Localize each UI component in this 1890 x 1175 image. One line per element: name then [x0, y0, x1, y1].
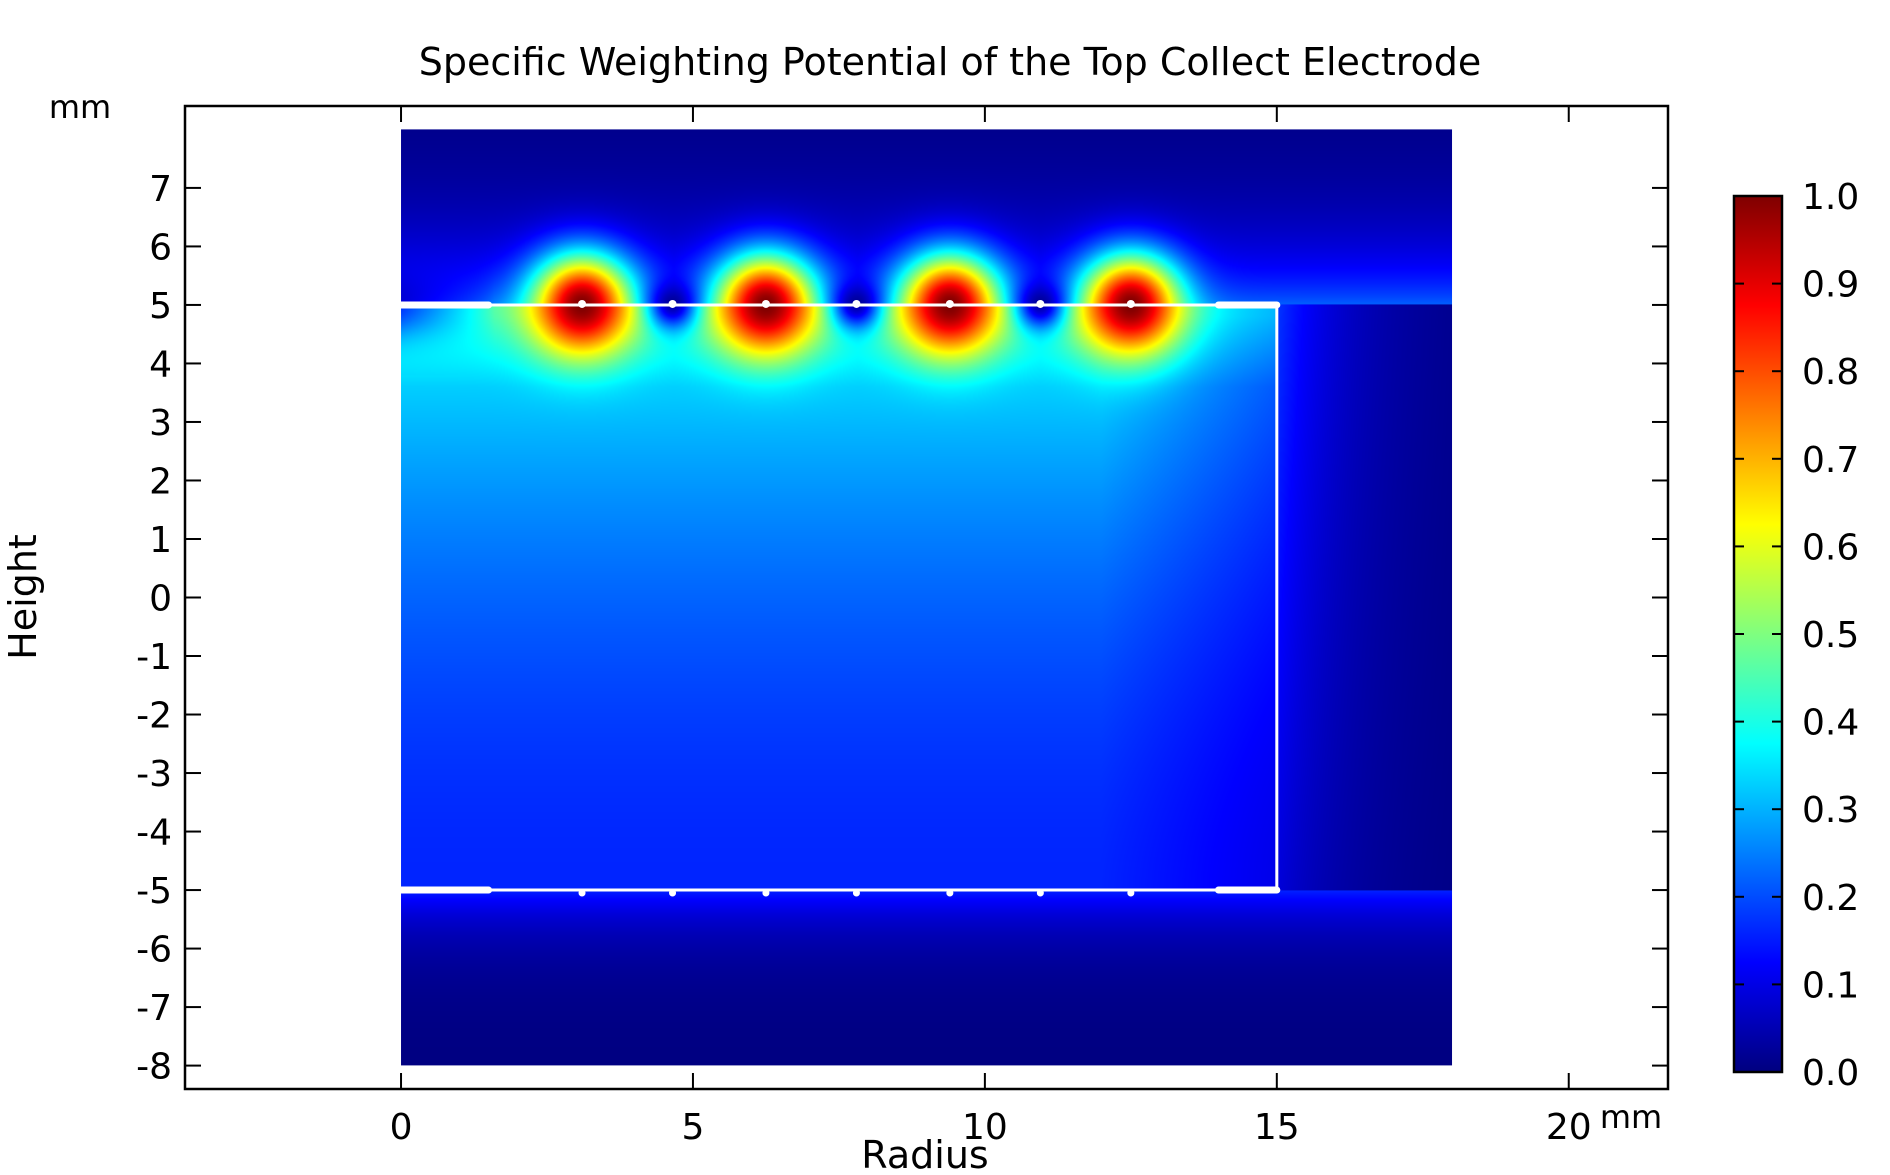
top-electrode-0: [578, 299, 587, 308]
x-axis-unit: mm: [1600, 1098, 1662, 1136]
bottom-electrode-2: [762, 889, 770, 897]
bottom-electrode-1: [669, 889, 677, 897]
x-tick-label-0: 0: [390, 1107, 413, 1148]
y-tick-label--5: -5: [136, 871, 172, 912]
bottom-electrode-3: [852, 889, 860, 897]
colorbar-tick-label-5: 0.5: [1802, 615, 1859, 656]
bottom-electrode-0: [578, 889, 586, 897]
bottom-electrode-6: [1127, 889, 1135, 897]
top-electrode-4: [668, 299, 677, 308]
x-tick-label-15: 15: [1254, 1107, 1300, 1148]
colorbar-layer: 1.0 0.9 0.8 0.7 0.6 0.5 0.4 0.3 0.2 0.1 0.0: [1732, 177, 1859, 1094]
x-tick-label-10: 10: [962, 1107, 1008, 1148]
y-tick-label-6: 6: [149, 227, 172, 268]
top-electrode-1: [761, 299, 770, 308]
y-tick-label-2: 2: [149, 461, 172, 502]
detector-outline-layer: [397, 299, 1281, 897]
y-tick-label-1: 1: [149, 520, 172, 561]
top-electrode-6: [1036, 299, 1045, 308]
heatmap-layer: [401, 129, 1453, 1066]
bottom-electrode-4: [946, 889, 954, 897]
colorbar-tick-label-7: 0.3: [1802, 790, 1859, 831]
y-axis-label: Height: [1, 534, 45, 660]
y-tick-label-3: 3: [149, 403, 172, 444]
colorbar-tick-label-1: 0.9: [1802, 265, 1859, 306]
top-electrode-3: [1126, 299, 1135, 308]
chart-title: Specific Weighting Potential of the Top …: [419, 40, 1482, 84]
y-tick-label--4: -4: [136, 813, 172, 854]
colorbar-tick-label-3: 0.7: [1802, 440, 1859, 481]
colorbar-tick-label-8: 0.2: [1802, 878, 1859, 919]
colorbar-tick-label-0: 1.0: [1802, 177, 1859, 218]
x-tick-label-5: 5: [682, 1107, 705, 1148]
y-tick-label-0: 0: [149, 579, 172, 620]
colorbar-tick-label-9: 0.1: [1802, 965, 1859, 1006]
heatmap-image: [401, 129, 1453, 1066]
y-axis-unit: mm: [49, 88, 111, 126]
top-electrode-2: [945, 299, 954, 308]
x-axis-label: Radius: [861, 1133, 988, 1170]
y-tick-label-5: 5: [149, 286, 172, 327]
bottom-electrode-5: [1036, 889, 1044, 897]
top-electrode-5: [852, 299, 861, 308]
colorbar-tick-label-6: 0.4: [1802, 703, 1859, 744]
y-tick-label--7: -7: [136, 988, 172, 1029]
y-tick-label--2: -2: [136, 696, 172, 737]
y-tick-label--1: -1: [136, 637, 172, 678]
y-tick-label-7: 7: [149, 169, 172, 210]
colorbar-tick-label-2: 0.8: [1802, 352, 1859, 393]
colorbar-tick-label-10: 0.0: [1802, 1053, 1859, 1094]
y-tick-label--3: -3: [136, 754, 172, 795]
y-tick-label-4: 4: [149, 344, 172, 385]
y-tick-label--8: -8: [136, 1047, 172, 1088]
y-tick-label--6: -6: [136, 930, 172, 971]
x-tick-label-20: 20: [1546, 1107, 1592, 1148]
colorbar-tick-label-4: 0.6: [1802, 527, 1859, 568]
